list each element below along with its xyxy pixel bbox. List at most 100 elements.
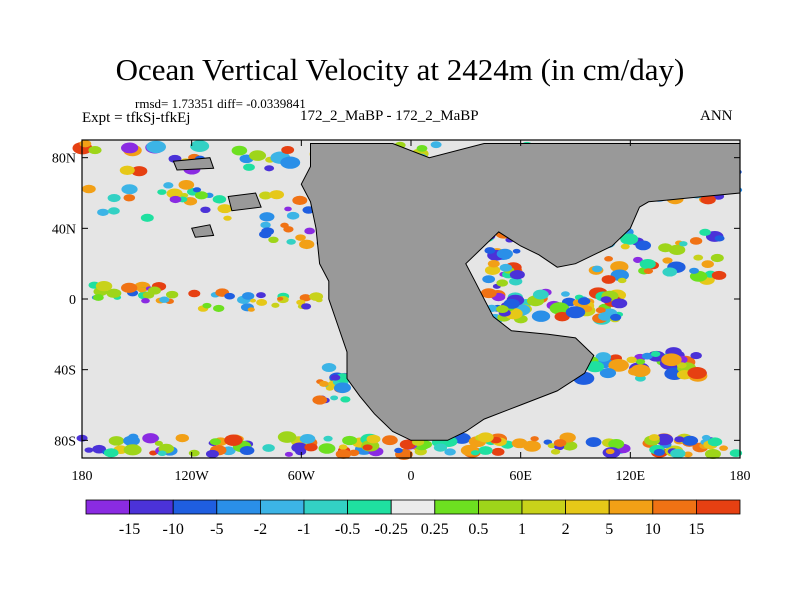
colorbar-label: 2 — [562, 521, 570, 538]
anomaly-patch — [470, 450, 480, 456]
anomaly-patch — [224, 292, 235, 300]
anomaly-patch — [178, 179, 195, 190]
anomaly-patch — [140, 213, 154, 222]
anomaly-patch — [650, 351, 661, 357]
anomaly-patch — [635, 358, 646, 365]
anomaly-patch — [79, 140, 92, 148]
anomaly-patch — [121, 184, 138, 195]
anomaly-patch — [123, 444, 142, 456]
anomaly-patch — [256, 292, 266, 299]
anomaly-patch — [532, 289, 549, 300]
anomaly-patch — [477, 432, 494, 443]
anomaly-patch — [271, 302, 280, 308]
anomaly-patch — [531, 310, 551, 322]
x-tick-label: 60E — [509, 469, 532, 484]
x-tick-label: 120W — [175, 469, 210, 484]
anomaly-patch — [319, 380, 329, 387]
anomaly-patch — [699, 228, 711, 236]
anomaly-patch — [679, 241, 688, 247]
map-plot-area — [72, 140, 743, 460]
anomaly-patch — [154, 440, 163, 446]
anomaly-patch — [701, 260, 714, 268]
anomaly-patch — [292, 195, 308, 206]
x-tick-label: 60W — [288, 469, 316, 484]
anomaly-patch — [620, 233, 639, 245]
anomaly-patch — [487, 260, 500, 268]
anomaly-patch — [342, 435, 358, 446]
x-tick-label: 180 — [730, 469, 751, 484]
anomaly-patch — [88, 146, 102, 155]
anomaly-patch — [641, 352, 653, 360]
anomaly-patch — [496, 305, 509, 313]
anomaly-patch — [259, 230, 272, 239]
anomaly-patch — [334, 382, 351, 394]
colorbar-label: -2 — [254, 521, 267, 538]
anomaly-patch — [213, 304, 225, 312]
colorbar-swatch — [565, 499, 610, 515]
colorbar-label: 1 — [518, 521, 526, 538]
anomaly-patch — [280, 156, 301, 169]
anomaly-patch — [604, 256, 613, 262]
chart-title: Ocean Vertical Velocity at 2424m (in cm/… — [115, 52, 685, 87]
experiment-label: Expt = tfkSj-tfkEj — [82, 110, 191, 126]
anomaly-patch — [523, 440, 541, 452]
anomaly-patch — [653, 448, 665, 456]
land-island — [172, 157, 215, 171]
anomaly-patch — [399, 439, 416, 450]
anomaly-patch — [338, 444, 348, 450]
anomaly-patch — [284, 206, 292, 212]
anomaly-patch — [617, 277, 627, 284]
anomaly-patch — [121, 282, 138, 293]
colorbar-label: -10 — [163, 521, 184, 538]
anomaly-patch — [284, 451, 293, 457]
anomaly-patch — [304, 443, 318, 452]
anomaly-patch — [601, 275, 616, 284]
anomaly-patch — [108, 207, 120, 215]
anomaly-patch — [648, 434, 660, 441]
anomaly-patch — [503, 298, 520, 309]
anomaly-patch — [188, 449, 200, 457]
anomaly-patch — [530, 436, 539, 442]
anomaly-patch — [163, 182, 174, 189]
anomaly-patch — [209, 438, 221, 446]
anomaly-patch — [620, 243, 630, 250]
anomaly-patch — [95, 280, 113, 292]
anomaly-patch — [553, 439, 567, 447]
anomaly-patch — [202, 302, 212, 309]
y-tick-label: 40N — [52, 222, 76, 237]
colorbar-swatch — [696, 499, 741, 515]
anomaly-patch — [595, 352, 612, 362]
colorbar-label: -0.25 — [375, 521, 408, 538]
anomaly-patch — [433, 443, 448, 452]
anomaly-patch — [304, 227, 315, 235]
x-tick-label: 0 — [408, 469, 415, 484]
anomaly-patch — [719, 445, 729, 451]
x-tick-label: 180 — [72, 469, 93, 484]
colorbar-swatch — [129, 499, 174, 515]
anomaly-patch — [729, 449, 743, 457]
anomaly-patch — [321, 363, 337, 373]
anomaly-patch — [701, 434, 711, 441]
anomaly-patch — [280, 222, 289, 228]
anomaly-patch — [444, 448, 456, 456]
y-tick-label: 80N — [52, 152, 76, 167]
anomaly-patch — [416, 145, 428, 152]
colorbar-swatch — [652, 499, 697, 515]
colorbar-swatch — [85, 499, 130, 515]
anomaly-patch — [84, 447, 94, 453]
colorbar-label: 5 — [605, 521, 613, 538]
anomaly-patch — [259, 212, 275, 222]
colorbar-swatch — [390, 499, 436, 515]
colorbar: -15 -10 -5 -2 -1 -0.5 -0.25 0.25 0.5 1 2 5 10 15 — [85, 499, 741, 538]
anomaly-patch — [103, 448, 119, 458]
colorbar-swatch — [347, 499, 392, 515]
anomaly-patch — [249, 150, 267, 161]
anomaly-patch — [247, 307, 255, 312]
anomaly-patch — [639, 258, 656, 270]
anomaly-patch — [259, 191, 272, 200]
anomaly-patch — [689, 267, 699, 274]
anomaly-patch — [291, 442, 308, 453]
anomaly-patch — [670, 448, 686, 459]
anomaly-patch — [480, 288, 497, 299]
anomaly-patch — [224, 434, 243, 446]
